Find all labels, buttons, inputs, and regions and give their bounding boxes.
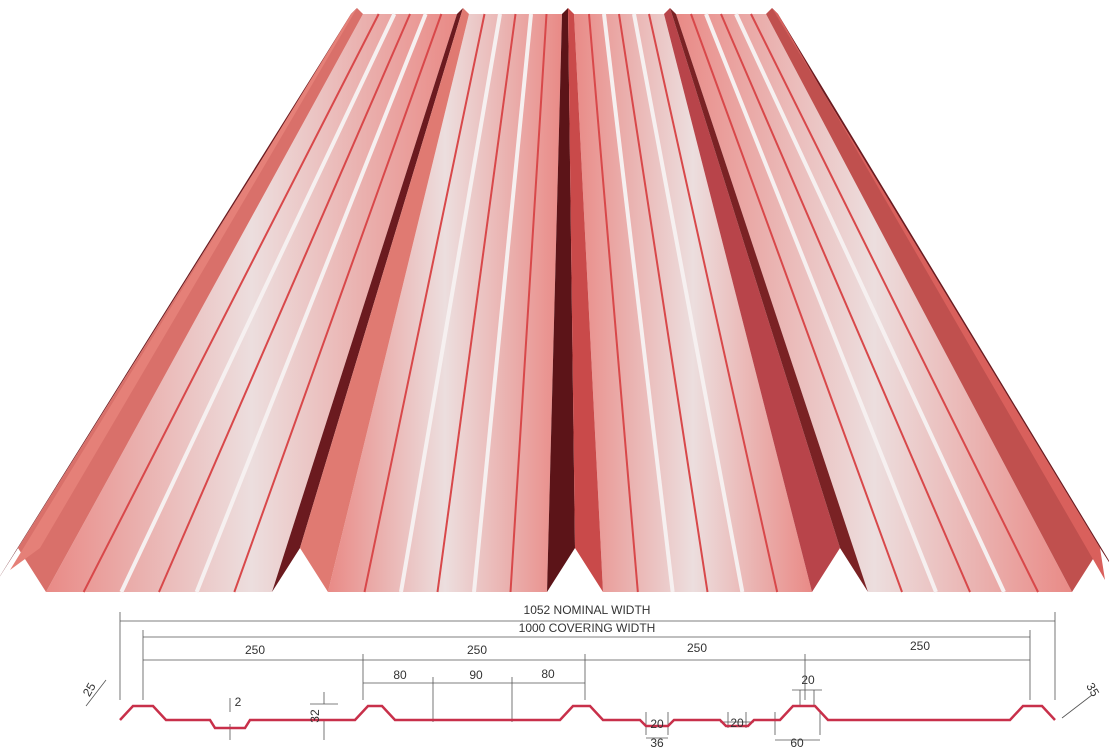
stiffener-width-label: 20 bbox=[730, 716, 744, 730]
nominal-width-label: 1052 NOMINAL WIDTH bbox=[524, 603, 651, 617]
rib-base-label: 60 bbox=[790, 736, 804, 750]
profile-line bbox=[120, 706, 1055, 728]
sheet-profile: 1052 NOMINAL WIDTH 1000 COVERING WIDTH 2… bbox=[80, 603, 1102, 750]
pan-spacing-label: 80 bbox=[541, 667, 555, 681]
covering-width-label: 1000 COVERING WIDTH bbox=[519, 621, 656, 635]
rib-pitch-label: 250 bbox=[687, 641, 707, 655]
roof-sheet-drawing: 1052 NOMINAL WIDTH 1000 COVERING WIDTH 2… bbox=[0, 0, 1109, 753]
left-edge-label: 25 bbox=[80, 680, 99, 699]
rib-pitch-label: 250 bbox=[910, 639, 930, 653]
sheet-perspective bbox=[0, 8, 1109, 592]
rib-pitch-label: 250 bbox=[467, 643, 487, 657]
rib-height-label: 32 bbox=[308, 709, 322, 723]
stiffener-width-label: 20 bbox=[650, 717, 664, 731]
pan-spacing-label: 90 bbox=[469, 668, 483, 682]
stiffener-depth-label: 2 bbox=[235, 695, 242, 709]
stiffener-base-label: 36 bbox=[650, 736, 664, 750]
pan-spacing-label: 80 bbox=[393, 668, 407, 682]
rib-pitch-label: 250 bbox=[245, 643, 265, 657]
right-edge-label: 35 bbox=[1083, 680, 1102, 699]
rib-top-width-label: 20 bbox=[801, 673, 815, 687]
